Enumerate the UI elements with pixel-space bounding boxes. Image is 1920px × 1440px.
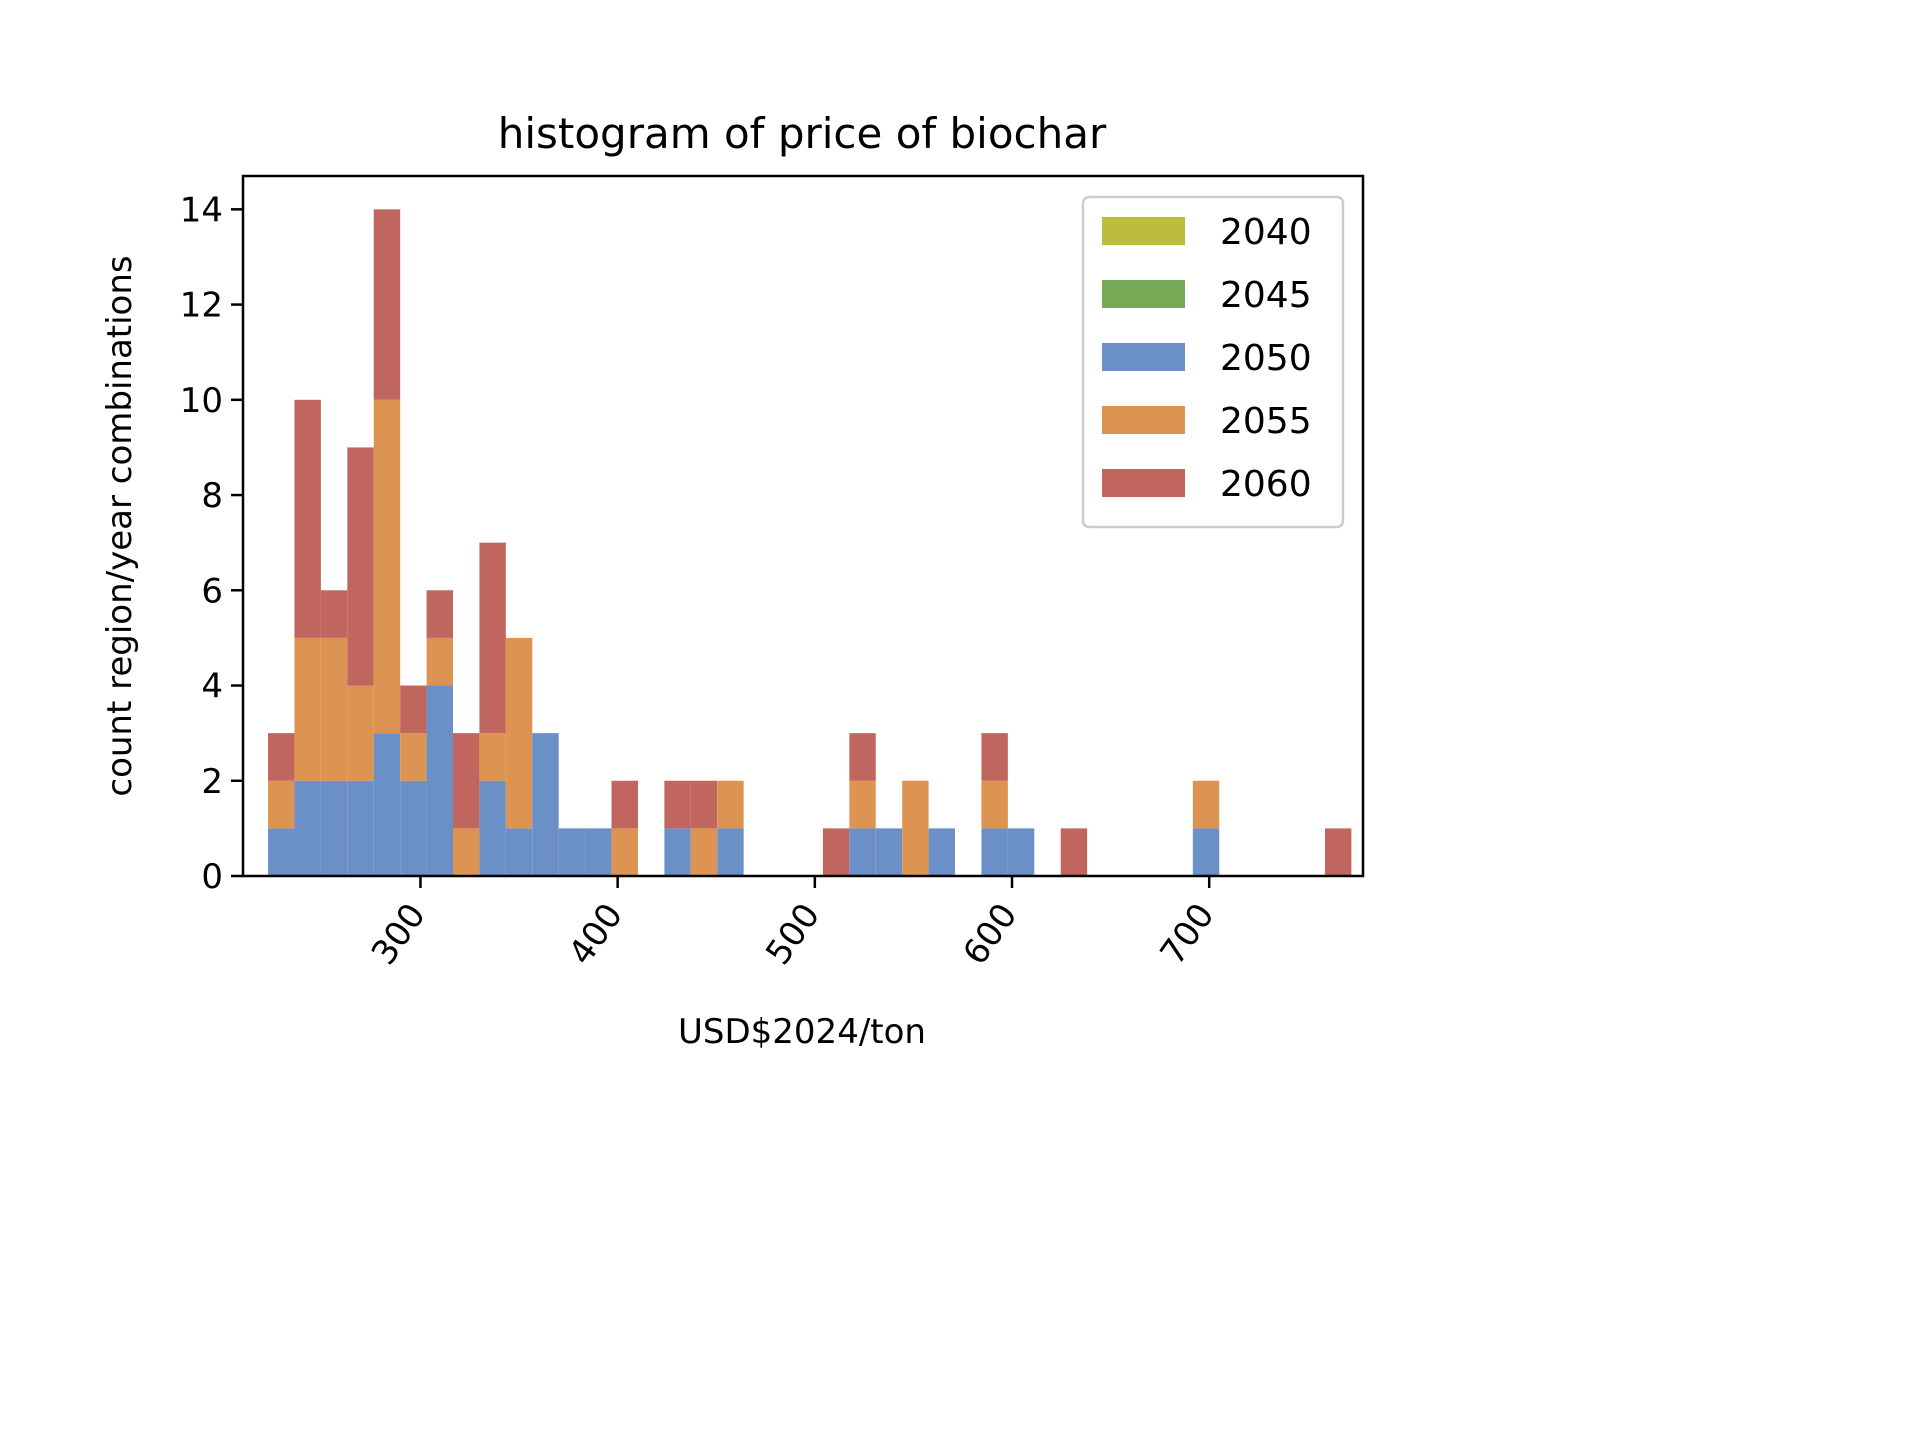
bar-2055-bin-20	[902, 780, 929, 876]
bar-2050-bin-6	[426, 685, 453, 876]
bar-2060-bin-18	[849, 733, 876, 781]
bar-2060-bin-1	[294, 399, 321, 638]
legend-swatch-2060	[1102, 469, 1185, 497]
x-tick-label: 400	[561, 896, 631, 972]
bar-2055-bin-18	[849, 780, 876, 829]
bar-2050-bin-19	[875, 828, 903, 876]
bar-2060-bin-22	[981, 733, 1008, 781]
bar-2055-bin-1	[294, 637, 321, 781]
bar-2055-bin-15	[690, 828, 718, 876]
chart-title: histogram of price of biochar	[498, 109, 1107, 158]
legend-label-2045: 2045	[1220, 275, 1312, 316]
bar-2050-bin-4	[373, 733, 401, 876]
bar-2050-bin-21	[928, 828, 956, 876]
bar-2055-bin-22	[981, 780, 1008, 829]
bar-2050-bin-1	[294, 780, 321, 876]
bar-2050-bin-16	[717, 828, 744, 876]
bar-2060-bin-24	[1060, 828, 1088, 876]
bar-2055-bin-25	[1192, 780, 1220, 829]
bar-2050-bin-3	[347, 780, 374, 876]
bar-2060-bin-0	[268, 733, 295, 781]
legend-swatch-2055	[1102, 406, 1185, 434]
bar-2055-bin-0	[268, 780, 295, 829]
y-tick-label: 12	[180, 286, 223, 326]
bar-2050-bin-0	[268, 828, 295, 876]
legend-swatch-2040	[1102, 217, 1185, 245]
bar-2060-bin-4	[373, 209, 401, 400]
legend-swatch-2050	[1102, 343, 1185, 371]
bar-2050-bin-8	[479, 780, 506, 876]
bar-2055-bin-13	[611, 828, 638, 876]
legend-label-2050: 2050	[1220, 338, 1312, 379]
bar-2060-bin-3	[347, 447, 374, 686]
bar-2050-bin-9	[505, 828, 533, 876]
bar-2060-bin-5	[400, 685, 427, 734]
y-tick-label: 10	[180, 381, 223, 421]
bar-2050-bin-14	[664, 828, 691, 876]
bar-2055-bin-2	[320, 637, 348, 781]
x-tick-label: 600	[955, 896, 1025, 972]
legend-label-2055: 2055	[1220, 401, 1312, 442]
bar-2060-bin-14	[664, 780, 691, 829]
bar-2050-bin-11	[558, 828, 586, 876]
y-tick-label: 6	[201, 571, 223, 611]
bar-2050-bin-5	[400, 780, 427, 876]
bar-2055-bin-5	[400, 733, 427, 781]
x-axis-label: USD$2024/ton	[678, 1012, 926, 1052]
bar-2050-bin-10	[532, 733, 559, 876]
bar-2055-bin-16	[717, 780, 744, 829]
plot-frame	[241, 174, 1365, 878]
bar-2055-bin-9	[505, 637, 533, 829]
bar-2050-bin-25	[1192, 828, 1220, 876]
y-axis-ticks: 0 2 4 6 8 10 12 14	[180, 190, 243, 897]
bar-2050-bin-12	[585, 828, 612, 876]
legend-swatch-2045	[1102, 280, 1185, 308]
bar-2060-bin-7	[453, 733, 480, 829]
bar-2060-bin-13	[611, 780, 638, 829]
bar-2050-bin-2	[320, 780, 348, 876]
y-tick-label: 4	[201, 667, 223, 707]
y-tick-label: 14	[180, 190, 223, 230]
bars-layer	[268, 209, 1352, 876]
bar-2055-bin-8	[479, 733, 506, 781]
y-tick-label: 8	[201, 476, 223, 516]
bar-2060-bin-8	[479, 542, 506, 734]
bar-2060-bin-6	[426, 590, 453, 638]
x-axis-ticks: 300 400 500 600 700	[364, 876, 1223, 972]
legend: 2040 2045 2050 2055 2060	[1081, 195, 1345, 529]
bar-2060-bin-26	[1324, 828, 1352, 876]
bar-2050-bin-22	[981, 828, 1008, 876]
legend-label-2060: 2060	[1220, 464, 1312, 505]
bar-2050-bin-23	[1007, 828, 1035, 876]
bar-2060-bin-15	[690, 780, 718, 829]
bar-2050-bin-18	[849, 828, 876, 876]
bar-2060-bin-17	[822, 828, 850, 876]
legend-box	[1081, 195, 1345, 529]
y-tick-label: 0	[201, 857, 223, 897]
bar-2055-bin-7	[453, 828, 480, 876]
bar-2060-bin-2	[320, 590, 348, 638]
x-tick-label: 300	[364, 896, 434, 972]
bar-2055-bin-4	[373, 399, 401, 734]
x-tick-label: 700	[1153, 896, 1223, 972]
legend-label-2040: 2040	[1220, 212, 1312, 253]
y-tick-label: 2	[201, 762, 223, 802]
bar-2055-bin-6	[426, 637, 453, 686]
bar-2055-bin-3	[347, 685, 374, 781]
y-axis-label: count region/year combinations	[100, 255, 140, 796]
x-tick-label: 500	[758, 896, 828, 972]
